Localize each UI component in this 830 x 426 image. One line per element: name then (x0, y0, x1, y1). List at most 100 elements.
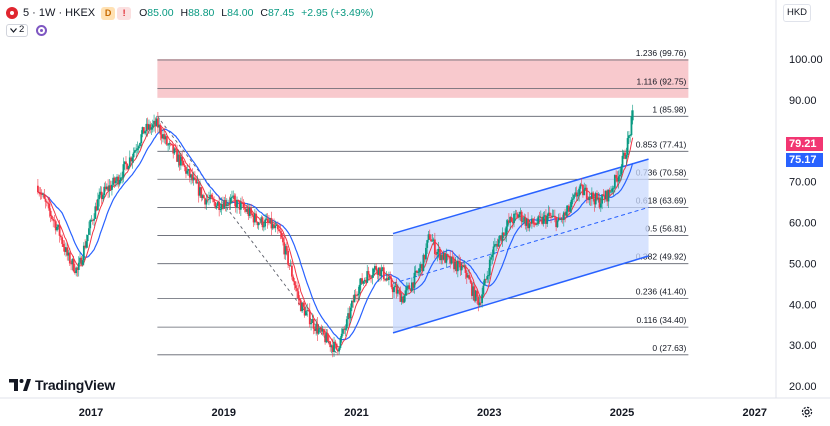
candle-body (622, 152, 625, 156)
candle-body (377, 267, 380, 275)
price-axis-label: 40.00 (789, 299, 817, 311)
candle-body (565, 211, 568, 216)
candle-body (151, 124, 154, 128)
candle-body (453, 258, 455, 270)
candle-body (371, 274, 374, 278)
collapse-indicators-button[interactable]: 2 (6, 23, 29, 37)
candle-body (473, 286, 476, 301)
candle-body (53, 220, 56, 222)
candle-body (310, 322, 312, 325)
price-axis-label: 20.00 (789, 381, 817, 393)
candle-body (236, 199, 238, 208)
candle-body (164, 136, 167, 140)
candle-body (601, 194, 603, 204)
candle-body (428, 234, 431, 240)
candle-body (433, 239, 436, 255)
candle-body (354, 294, 357, 296)
candle-body (47, 202, 50, 204)
candle-body (171, 143, 173, 145)
candle-body (150, 127, 153, 130)
candle-body (585, 187, 588, 200)
candle-body (465, 272, 468, 278)
symbol-row: 5 · 1W · HKEX D ! O85.00 H88.80 L84.00 C… (6, 5, 378, 21)
channel-upper-line (392, 158, 649, 235)
tradingview-logo[interactable]: TradingView (9, 377, 115, 393)
candle-body (400, 296, 403, 302)
candle-body (202, 195, 205, 199)
candle-body (114, 180, 117, 184)
candle-body (283, 242, 286, 255)
candle-body (557, 217, 560, 221)
candle-body (137, 146, 140, 149)
candle-body (478, 302, 481, 306)
candle-body (608, 189, 611, 193)
candle-body (486, 276, 489, 280)
candle-body (590, 192, 593, 199)
candle-body (289, 265, 292, 267)
candle-body (67, 252, 70, 256)
fib-level-label: 1.236 (99.76) (636, 48, 687, 58)
candle-body (417, 272, 420, 274)
candle-body (100, 191, 103, 200)
warning-badge[interactable]: ! (117, 6, 132, 20)
candle-body (381, 267, 384, 270)
candle-body (111, 184, 113, 190)
candle-body (66, 247, 69, 256)
candle-body (280, 232, 283, 238)
candle-body (536, 223, 538, 225)
candle-body (575, 192, 578, 197)
candle-body (342, 328, 344, 334)
ohlc-close-value: 87.45 (267, 7, 295, 19)
symbol-title[interactable]: 5 · 1W · HKEX (23, 7, 96, 19)
candle-body (163, 134, 166, 140)
candle-body (278, 229, 281, 232)
channel-lower-line (392, 255, 649, 334)
candle-body (514, 213, 517, 215)
candle-body (553, 215, 556, 218)
candle-body (102, 195, 104, 200)
price-axis-label: 90.00 (789, 95, 817, 107)
indicator-icon[interactable] (36, 24, 48, 36)
candle-body (132, 152, 135, 158)
candle-body (139, 143, 141, 147)
candle-body (449, 256, 452, 264)
candle-body (204, 198, 207, 205)
candle-body (239, 202, 242, 210)
candle-body (119, 177, 122, 181)
candle-body (63, 246, 66, 252)
candle-body (629, 135, 632, 136)
candle-body (195, 178, 198, 184)
candle-body (472, 286, 475, 296)
candle-body (336, 349, 339, 352)
candle-body (589, 196, 592, 199)
candle-body (573, 194, 575, 199)
time-axis-label: 2019 (212, 407, 236, 419)
candle-body (131, 157, 134, 162)
candle-body (146, 123, 149, 130)
delayed-badge[interactable]: D (101, 6, 116, 20)
candle-body (183, 165, 186, 168)
candle-body (528, 223, 531, 229)
candle-body (43, 194, 46, 199)
candle-body (57, 224, 60, 227)
price-axis-label: 100.00 (789, 54, 823, 66)
candle-body (363, 279, 366, 282)
candle-body (45, 201, 48, 203)
candle-body (201, 195, 204, 198)
gear-icon[interactable] (800, 405, 814, 419)
candle-body (59, 235, 62, 238)
candle-body (81, 260, 84, 265)
candle-body (427, 234, 430, 241)
candle-body (215, 205, 218, 209)
candle-body (329, 341, 332, 348)
candle-body (505, 226, 508, 235)
candle-body (615, 175, 618, 178)
candle-body (469, 279, 472, 283)
candle-body (508, 220, 510, 223)
currency-button[interactable]: HKD (783, 4, 811, 22)
candle-body (596, 193, 598, 200)
candle-body (251, 213, 254, 216)
candle-body (476, 290, 478, 297)
